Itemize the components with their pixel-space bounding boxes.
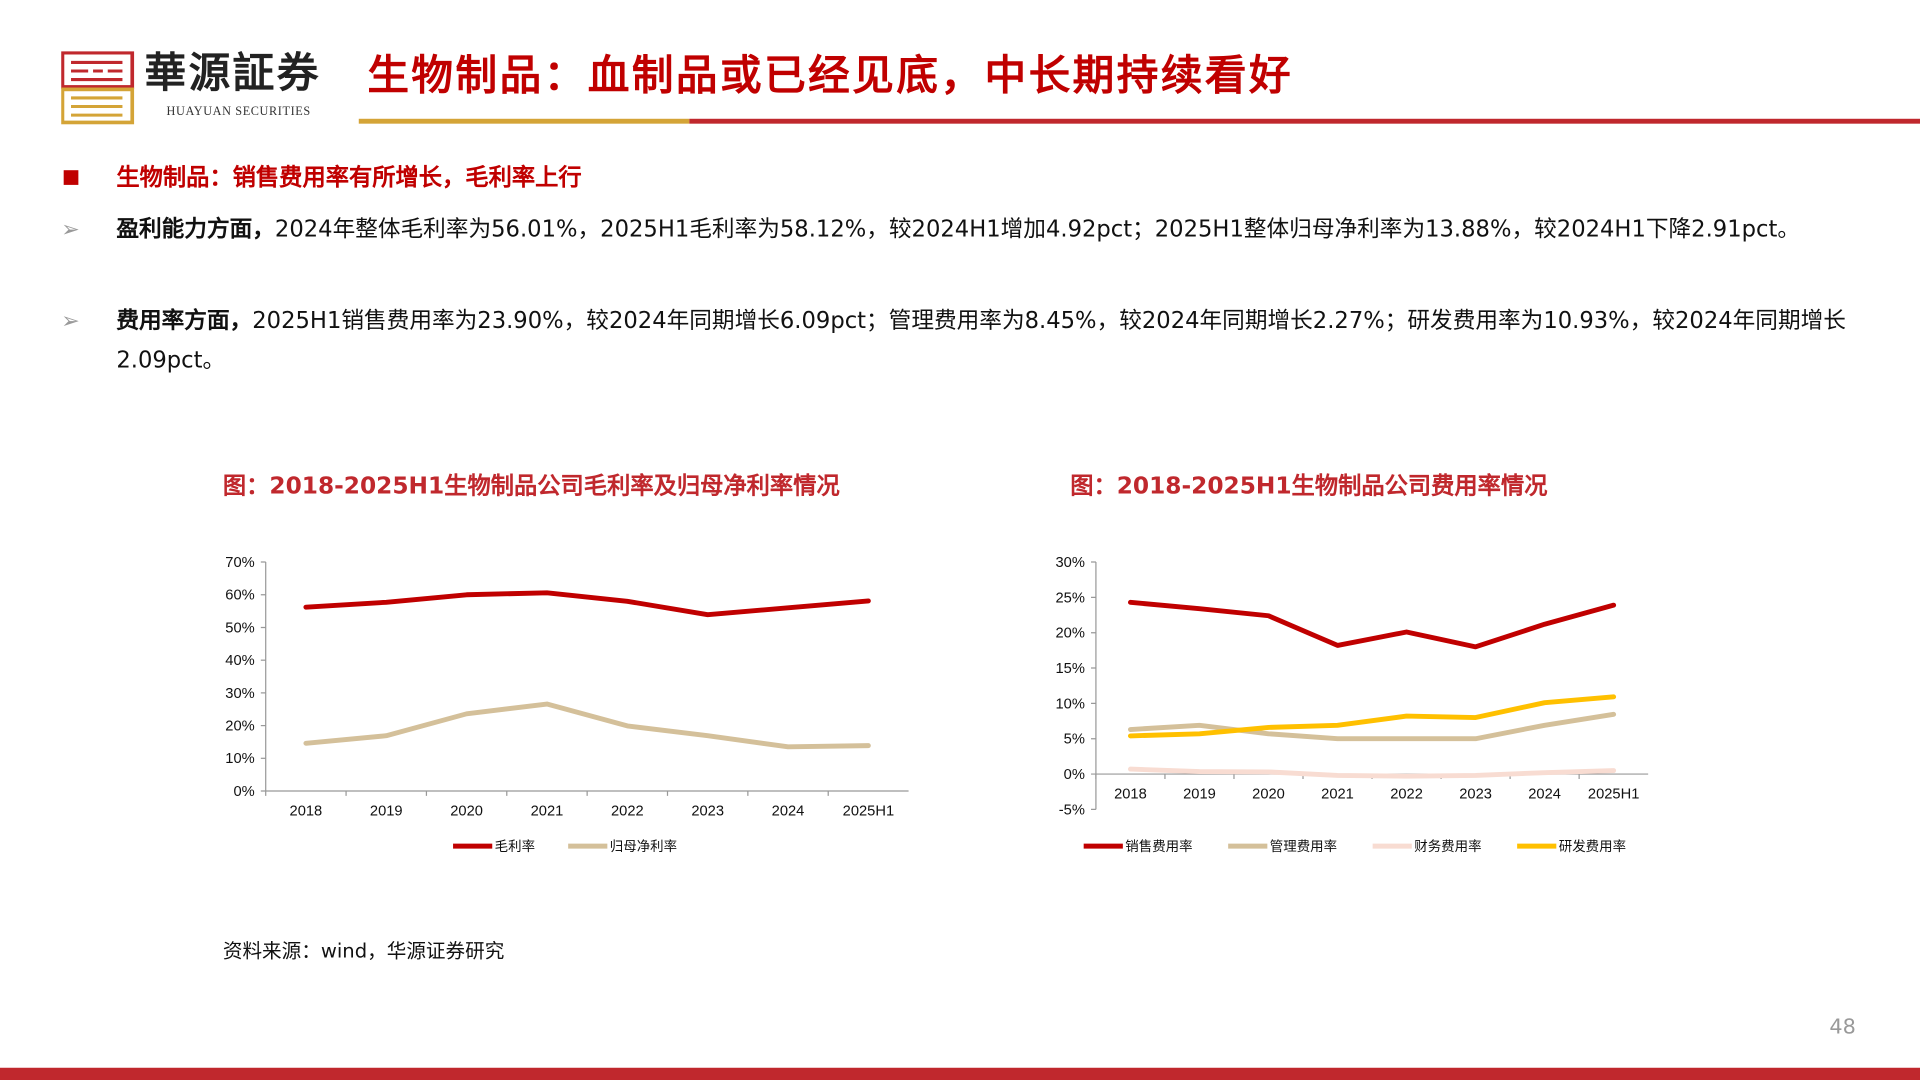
x-tick-label: 2025H1 — [843, 804, 894, 820]
source-note: 资料来源：wind，华源证券研究 — [222, 939, 505, 963]
x-tick-label: 2020 — [450, 804, 483, 820]
y-tick-label: 10% — [225, 751, 254, 767]
paragraph-expense: 费用率方面，2025H1销售费用率为23.90%，较2024年同期增长6.09p… — [116, 302, 1885, 380]
expense-chart: -5% 0% 5% 10% 15% 20% 25% 30% 2018 2019 2020 2021 20… — [1055, 555, 1649, 854]
y-tick-label: 60% — [225, 588, 254, 604]
legend-label: 管理费用率 — [1270, 838, 1337, 854]
x-tick-label: 2024 — [772, 804, 805, 820]
y-tick-label: 20% — [1055, 626, 1084, 642]
x-tick-label: 2019 — [1183, 786, 1216, 802]
x-tick-label: 2023 — [691, 804, 724, 820]
y-tick-label: 25% — [1055, 590, 1084, 606]
y-tick-label: 50% — [225, 620, 254, 636]
series-line-1 — [303, 701, 871, 750]
x-tick-label: 2022 — [611, 804, 644, 820]
x-tick-label: 2022 — [1390, 786, 1423, 802]
page-number: 48 — [1829, 1015, 1856, 1040]
y-tick-label: 15% — [1055, 661, 1084, 677]
x-tick-label: 2018 — [290, 804, 323, 820]
y-tick-label: 5% — [1064, 732, 1085, 748]
paragraph-text: 2024年整体毛利率为56.01%，2025H1毛利率为58.12%，较2024… — [274, 216, 1801, 243]
series-line-0 — [303, 590, 871, 618]
arrow-bullet-icon: ➢ — [61, 308, 80, 335]
title-divider-gold — [358, 118, 690, 124]
square-bullet-icon — [63, 170, 79, 185]
x-tick-label: 2021 — [1321, 786, 1354, 802]
y-tick-label: 0% — [233, 784, 254, 800]
paragraph-lead: 费用率方面， — [116, 308, 253, 335]
series-line-2 — [1127, 766, 1617, 779]
logo-icon — [61, 51, 135, 125]
y-tick-label: 30% — [1055, 555, 1084, 571]
chart-title-margin: 图：2018-2025H1生物制品公司毛利率及归母净利率情况 — [222, 472, 840, 500]
series-line-1 — [1127, 711, 1617, 742]
series-line-3 — [1127, 694, 1617, 739]
legend-label: 毛利率 — [495, 838, 535, 854]
paragraph-profitability: 盈利能力方面，2024年整体毛利率为56.01%，2025H1毛利率为58.12… — [116, 211, 1885, 250]
x-tick-label: 2018 — [1114, 786, 1147, 802]
page-title: 生物制品：血制品或已经见底，中长期持续看好 — [367, 51, 1294, 101]
x-tick-label: 2023 — [1459, 786, 1492, 802]
footer-bar — [0, 1067, 1920, 1080]
chart-title-expense: 图：2018-2025H1生物制品公司费用率情况 — [1070, 472, 1548, 500]
x-tick-label: 2024 — [1528, 786, 1561, 802]
brand-name-en: HUAYUAN SECURITIES — [166, 105, 311, 119]
paragraph-text: 2025H1销售费用率为23.90%，较2024年同期增长6.09pct；管理费… — [116, 308, 1846, 374]
y-tick-label: 0% — [1064, 767, 1085, 783]
y-tick-label: 20% — [225, 718, 254, 734]
legend-label: 财务费用率 — [1414, 838, 1481, 854]
y-tick-label: 30% — [225, 686, 254, 702]
series-line-0 — [1127, 599, 1617, 650]
brand-name: 華源証券 — [144, 48, 321, 98]
y-tick-label: 40% — [225, 653, 254, 669]
section-heading: 生物制品：销售费用率有所增长，毛利率上行 — [116, 164, 582, 192]
y-tick-label: -5% — [1059, 802, 1085, 818]
x-tick-label: 2025H1 — [1588, 786, 1639, 802]
legend-label: 归母净利率 — [610, 838, 677, 854]
x-tick-label: 2021 — [531, 804, 564, 820]
paragraph-lead: 盈利能力方面， — [116, 216, 275, 243]
y-tick-label: 10% — [1055, 696, 1084, 712]
title-divider-red — [689, 118, 1920, 124]
margin-chart: 0% 10% 20% 30% 40% 50% 60% 70% 2018 2019 2020 2021 2… — [225, 555, 909, 854]
y-tick-label: 70% — [225, 555, 254, 571]
x-tick-label: 2019 — [370, 804, 403, 820]
arrow-bullet-icon: ➢ — [61, 216, 80, 243]
legend-label: 销售费用率 — [1125, 838, 1192, 854]
legend-label: 研发费用率 — [1559, 838, 1626, 854]
x-tick-label: 2020 — [1252, 786, 1285, 802]
